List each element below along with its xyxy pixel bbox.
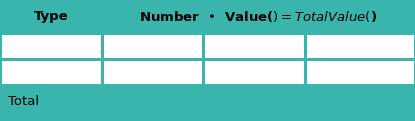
Text: Number  •  Value($)  =   Total Value($): Number • Value($) = Total Value($) xyxy=(139,9,377,24)
Text: Type: Type xyxy=(34,10,68,23)
Bar xyxy=(102,0,415,33)
Bar xyxy=(102,33,203,59)
Bar xyxy=(0,33,102,59)
Bar xyxy=(305,59,415,85)
Bar xyxy=(203,33,305,59)
Bar xyxy=(102,59,203,85)
Bar xyxy=(0,85,102,117)
Bar xyxy=(305,85,415,117)
Bar xyxy=(0,0,102,33)
Bar xyxy=(305,33,415,59)
Bar xyxy=(203,85,305,117)
Bar xyxy=(203,59,305,85)
Bar xyxy=(102,85,203,117)
Text: Total: Total xyxy=(8,95,39,108)
Bar xyxy=(0,59,102,85)
